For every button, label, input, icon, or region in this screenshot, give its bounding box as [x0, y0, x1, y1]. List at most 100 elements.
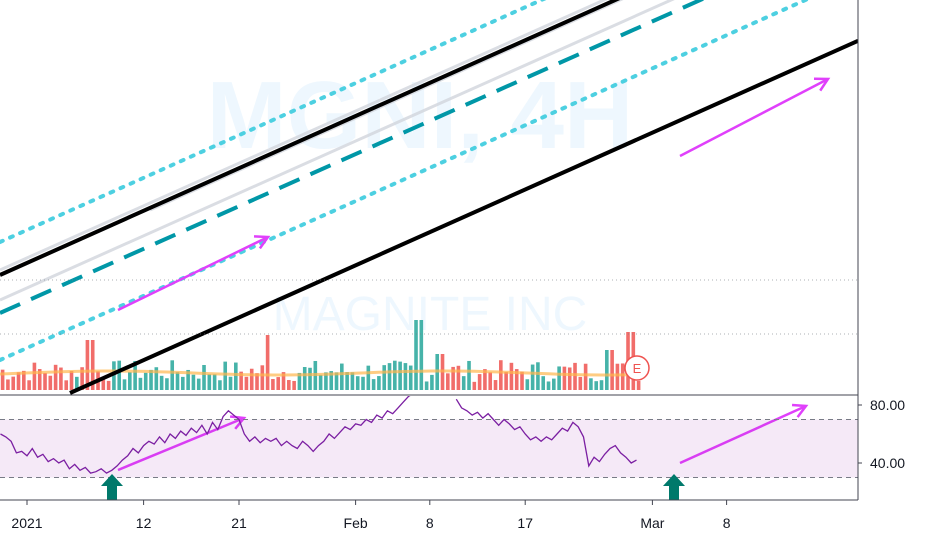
volume-bar	[509, 362, 514, 390]
arrow-price-mar-head	[813, 77, 831, 92]
volume-bar	[329, 371, 334, 390]
volume-bar	[48, 375, 53, 390]
arrow-rsi-mar	[679, 404, 807, 465]
volume-bar	[207, 374, 212, 390]
rsi-line-group	[0, 396, 637, 474]
channel-dotted-upper	[0, 0, 547, 244]
volume-bar	[265, 335, 270, 390]
volume-bar	[228, 376, 233, 390]
volume-bar	[212, 374, 217, 390]
channel-median-dashed	[0, 0, 706, 315]
volume-bar	[504, 371, 508, 390]
volume-bar	[493, 380, 498, 390]
channel-black-lower	[69, 38, 858, 395]
volume-bar	[202, 364, 206, 390]
volume-bar	[64, 380, 69, 390]
volume-bar	[345, 372, 349, 390]
volume-bar	[525, 379, 530, 390]
volume-bar	[446, 373, 450, 390]
arrow-price-jan	[117, 235, 269, 312]
volume-bar	[128, 372, 132, 390]
volume-bar	[43, 372, 47, 390]
volume-bar	[366, 365, 371, 390]
volume-bar	[636, 380, 641, 390]
volume-bar	[186, 369, 190, 390]
volume-bar	[536, 362, 540, 390]
arrow-rsi-jan	[117, 416, 245, 472]
volume-bar	[610, 350, 614, 390]
volume-bar	[106, 380, 111, 390]
volume-bar	[324, 372, 328, 390]
volume-bar	[276, 377, 281, 390]
time-tick-label: Mar	[640, 515, 664, 531]
volume-bar	[239, 371, 243, 390]
volume-bar	[22, 370, 26, 390]
volume-bar	[552, 378, 556, 390]
volume-bar	[191, 374, 196, 390]
volume-bar	[16, 372, 21, 390]
volume-bar	[122, 379, 127, 390]
rsi-band	[0, 419, 858, 478]
volume-bar	[499, 360, 503, 390]
volume-bar	[377, 376, 381, 390]
volume-bar	[249, 368, 254, 390]
volume-bar	[414, 320, 418, 390]
volume-bar	[223, 361, 228, 390]
watermark-company: MAGNITE INC	[273, 288, 588, 341]
volume-bar	[355, 376, 360, 390]
volume-bar	[546, 381, 551, 390]
volume-bar	[520, 371, 524, 390]
volume-bar	[589, 378, 593, 390]
volume-bar	[477, 374, 482, 390]
volume-bar	[387, 363, 392, 390]
volume-bar	[530, 364, 535, 390]
volume-bar	[11, 376, 16, 390]
volume-bar	[133, 360, 137, 390]
time-tick-label: 12	[136, 515, 152, 531]
volume-bar	[59, 367, 63, 390]
time-tick-label: 21	[231, 515, 247, 531]
volume-bar	[419, 320, 424, 390]
volume-bar	[620, 363, 625, 390]
volume-bar	[143, 372, 148, 390]
volume-bar	[483, 369, 487, 390]
volume-bar	[218, 380, 222, 390]
volume-bar	[80, 367, 84, 390]
arrow-rsi-jan-head	[229, 415, 247, 430]
volume-bar	[159, 375, 164, 390]
volume-bar	[557, 366, 561, 390]
volume-bar	[398, 361, 402, 390]
volume-bar	[403, 363, 408, 390]
volume-bar	[334, 372, 339, 390]
volume-bar	[408, 365, 413, 390]
volume-bar	[594, 381, 599, 390]
volume-bar	[287, 380, 291, 390]
volume-bar	[75, 376, 79, 390]
volume-bar	[117, 360, 122, 390]
volume-bar	[27, 380, 31, 390]
channel-black-upper	[0, 0, 621, 277]
channel-grey-line	[0, 0, 608, 272]
volume-bar	[467, 360, 471, 390]
volume-ma-line	[0, 369, 634, 377]
earnings-marker[interactable]: E	[624, 355, 650, 381]
volume-bar	[456, 365, 461, 390]
volume-bar	[255, 373, 259, 390]
volume-bar	[562, 366, 567, 390]
rsi-tick-label: 80.00	[870, 397, 905, 413]
volume-bar	[149, 369, 153, 390]
volume-bar	[32, 362, 37, 390]
time-tick-label: 2021	[11, 515, 42, 531]
volume-bar	[382, 365, 387, 390]
volume-bar	[170, 360, 175, 390]
volume-bar	[583, 363, 588, 390]
volume-bar	[308, 367, 312, 390]
volume-bar	[488, 372, 493, 390]
arrow-price-mar	[679, 77, 829, 158]
volume-bar	[302, 367, 307, 390]
earnings-label: E	[633, 361, 642, 376]
volume-bar	[6, 379, 10, 390]
volume-bar	[85, 340, 90, 390]
channel-dotted-lower	[0, 0, 811, 362]
